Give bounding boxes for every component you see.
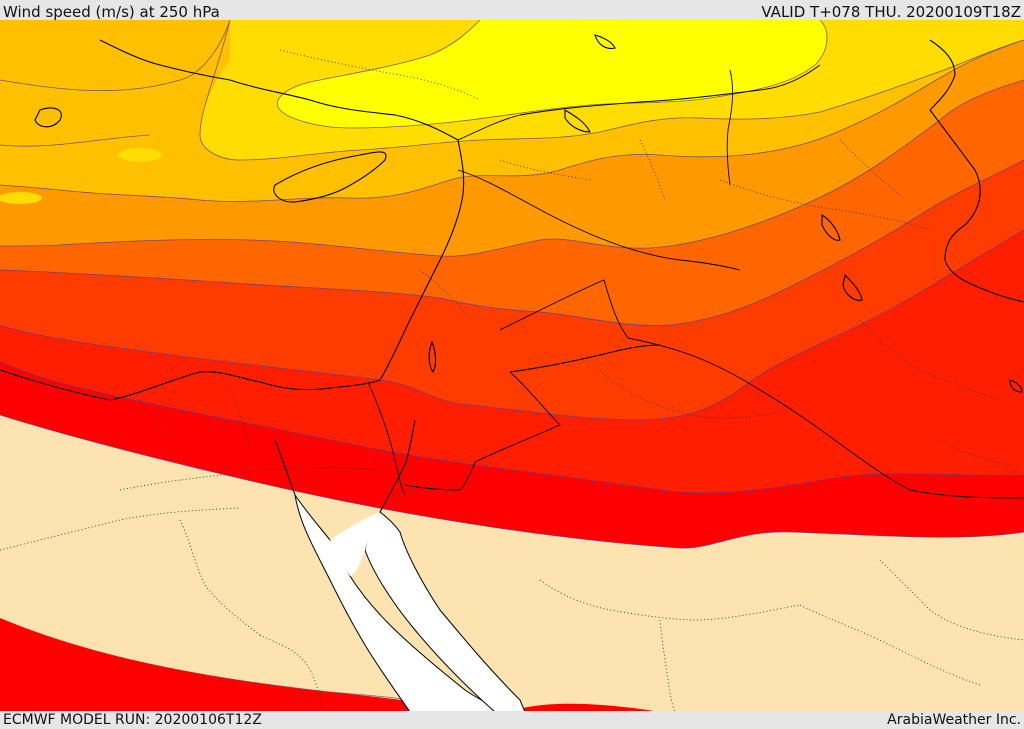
red-sea — [364, 511, 526, 712]
red-sea — [330, 512, 380, 576]
light-patch — [118, 148, 162, 162]
province-borders — [0, 49, 1024, 712]
map-title: Wind speed (m/s) at 250 hPa — [3, 3, 220, 21]
footer-bar: ECMWF MODEL RUN: 20200106T12Z ArabiaWeat… — [0, 711, 1024, 729]
model-run: ECMWF MODEL RUN: 20200106T12Z — [3, 712, 262, 728]
wind-speed-map — [0, 20, 1024, 712]
valid-time: VALID T+078 THU. 20200109T18Z — [761, 3, 1021, 21]
country-borders — [367, 64, 1024, 499]
light-patch — [0, 192, 42, 204]
credit: ArabiaWeather Inc. — [887, 712, 1021, 728]
band-red-south — [510, 703, 660, 712]
band-red-south — [0, 618, 470, 712]
light-patch — [0, 98, 55, 122]
coastlines — [0, 34, 1024, 513]
band-yellow — [277, 20, 827, 128]
header-bar: Wind speed (m/s) at 250 hPa VALID T+078 … — [0, 3, 1024, 21]
